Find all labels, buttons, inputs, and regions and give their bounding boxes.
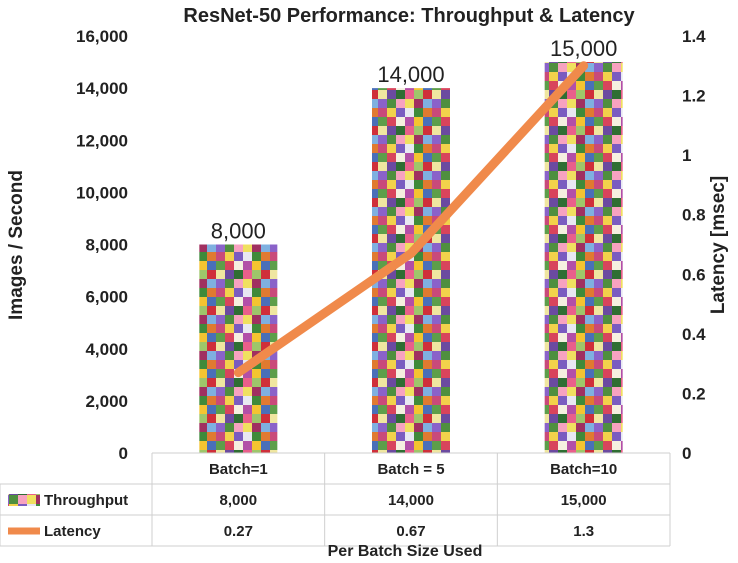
bar-data-label: 14,000 bbox=[377, 62, 444, 87]
table-cell: 0.27 bbox=[224, 523, 253, 540]
latency-point bbox=[237, 371, 240, 374]
x-tick-label: Batch=1 bbox=[209, 461, 268, 478]
table-row-label: Latency bbox=[44, 523, 101, 540]
table-cell: 0.67 bbox=[396, 523, 425, 540]
y-tick-label: 6,000 bbox=[85, 288, 128, 307]
y-tick-label: 8,000 bbox=[85, 236, 128, 255]
bar-data-label: 15,000 bbox=[550, 36, 617, 61]
data-table: Batch=1 Batch = 5 Batch=10 Throughput 8,000 1… bbox=[0, 452, 671, 547]
y-tick-label: 10,000 bbox=[76, 183, 128, 202]
y-axis-ticks: 0 2,000 4,000 6,000 8,000 10,000 12,000 14,000 1… bbox=[76, 27, 128, 463]
y-tick-label: 2,000 bbox=[85, 392, 128, 411]
table-row-label: Throughput bbox=[44, 492, 128, 509]
bars bbox=[199, 62, 623, 453]
y-tick-label: 12,000 bbox=[76, 131, 128, 150]
y2-tick-label: 1.4 bbox=[682, 27, 706, 46]
table-cell: 1.3 bbox=[573, 523, 594, 540]
latency-series bbox=[233, 61, 589, 378]
x-tick-label: Batch = 5 bbox=[377, 461, 444, 478]
throughput-bar bbox=[199, 244, 278, 453]
chart-title: ResNet-50 Performance: Throughput & Late… bbox=[183, 5, 635, 27]
bar-data-labels: 8,000 14,000 15,000 bbox=[211, 36, 618, 243]
y-tick-label: 0 bbox=[119, 444, 128, 463]
y2-tick-label: 0.6 bbox=[682, 265, 706, 284]
table-cell: 8,000 bbox=[220, 492, 258, 509]
latency-point bbox=[410, 252, 412, 255]
y2-tick-label: 0.8 bbox=[682, 206, 706, 225]
table-cell: 15,000 bbox=[561, 492, 607, 509]
latency-point bbox=[582, 64, 585, 67]
x-axis-title: Per Batch Size Used bbox=[328, 543, 483, 560]
x-tick-label: Batch=10 bbox=[550, 461, 617, 478]
y2-tick-label: 0 bbox=[682, 444, 691, 463]
y2-tick-label: 1.2 bbox=[682, 87, 706, 106]
throughput-bar bbox=[544, 62, 623, 453]
y2-tick-label: 0.2 bbox=[682, 384, 706, 403]
legend-key-throughput bbox=[8, 494, 40, 506]
y-tick-label: 14,000 bbox=[76, 79, 128, 98]
y2-axis-ticks: 0 0.2 0.4 0.6 0.8 1 1.2 1.4 bbox=[682, 27, 706, 463]
bar-data-label: 8,000 bbox=[211, 219, 266, 244]
table-cell: 14,000 bbox=[388, 492, 434, 509]
y-tick-label: 4,000 bbox=[85, 340, 128, 359]
y2-axis-title: Latency [msec] bbox=[708, 176, 729, 314]
y2-tick-label: 0.4 bbox=[682, 325, 706, 344]
y2-tick-label: 1 bbox=[682, 146, 691, 165]
y-tick-label: 16,000 bbox=[76, 27, 128, 46]
y-axis-title: Images / Second bbox=[6, 170, 27, 320]
